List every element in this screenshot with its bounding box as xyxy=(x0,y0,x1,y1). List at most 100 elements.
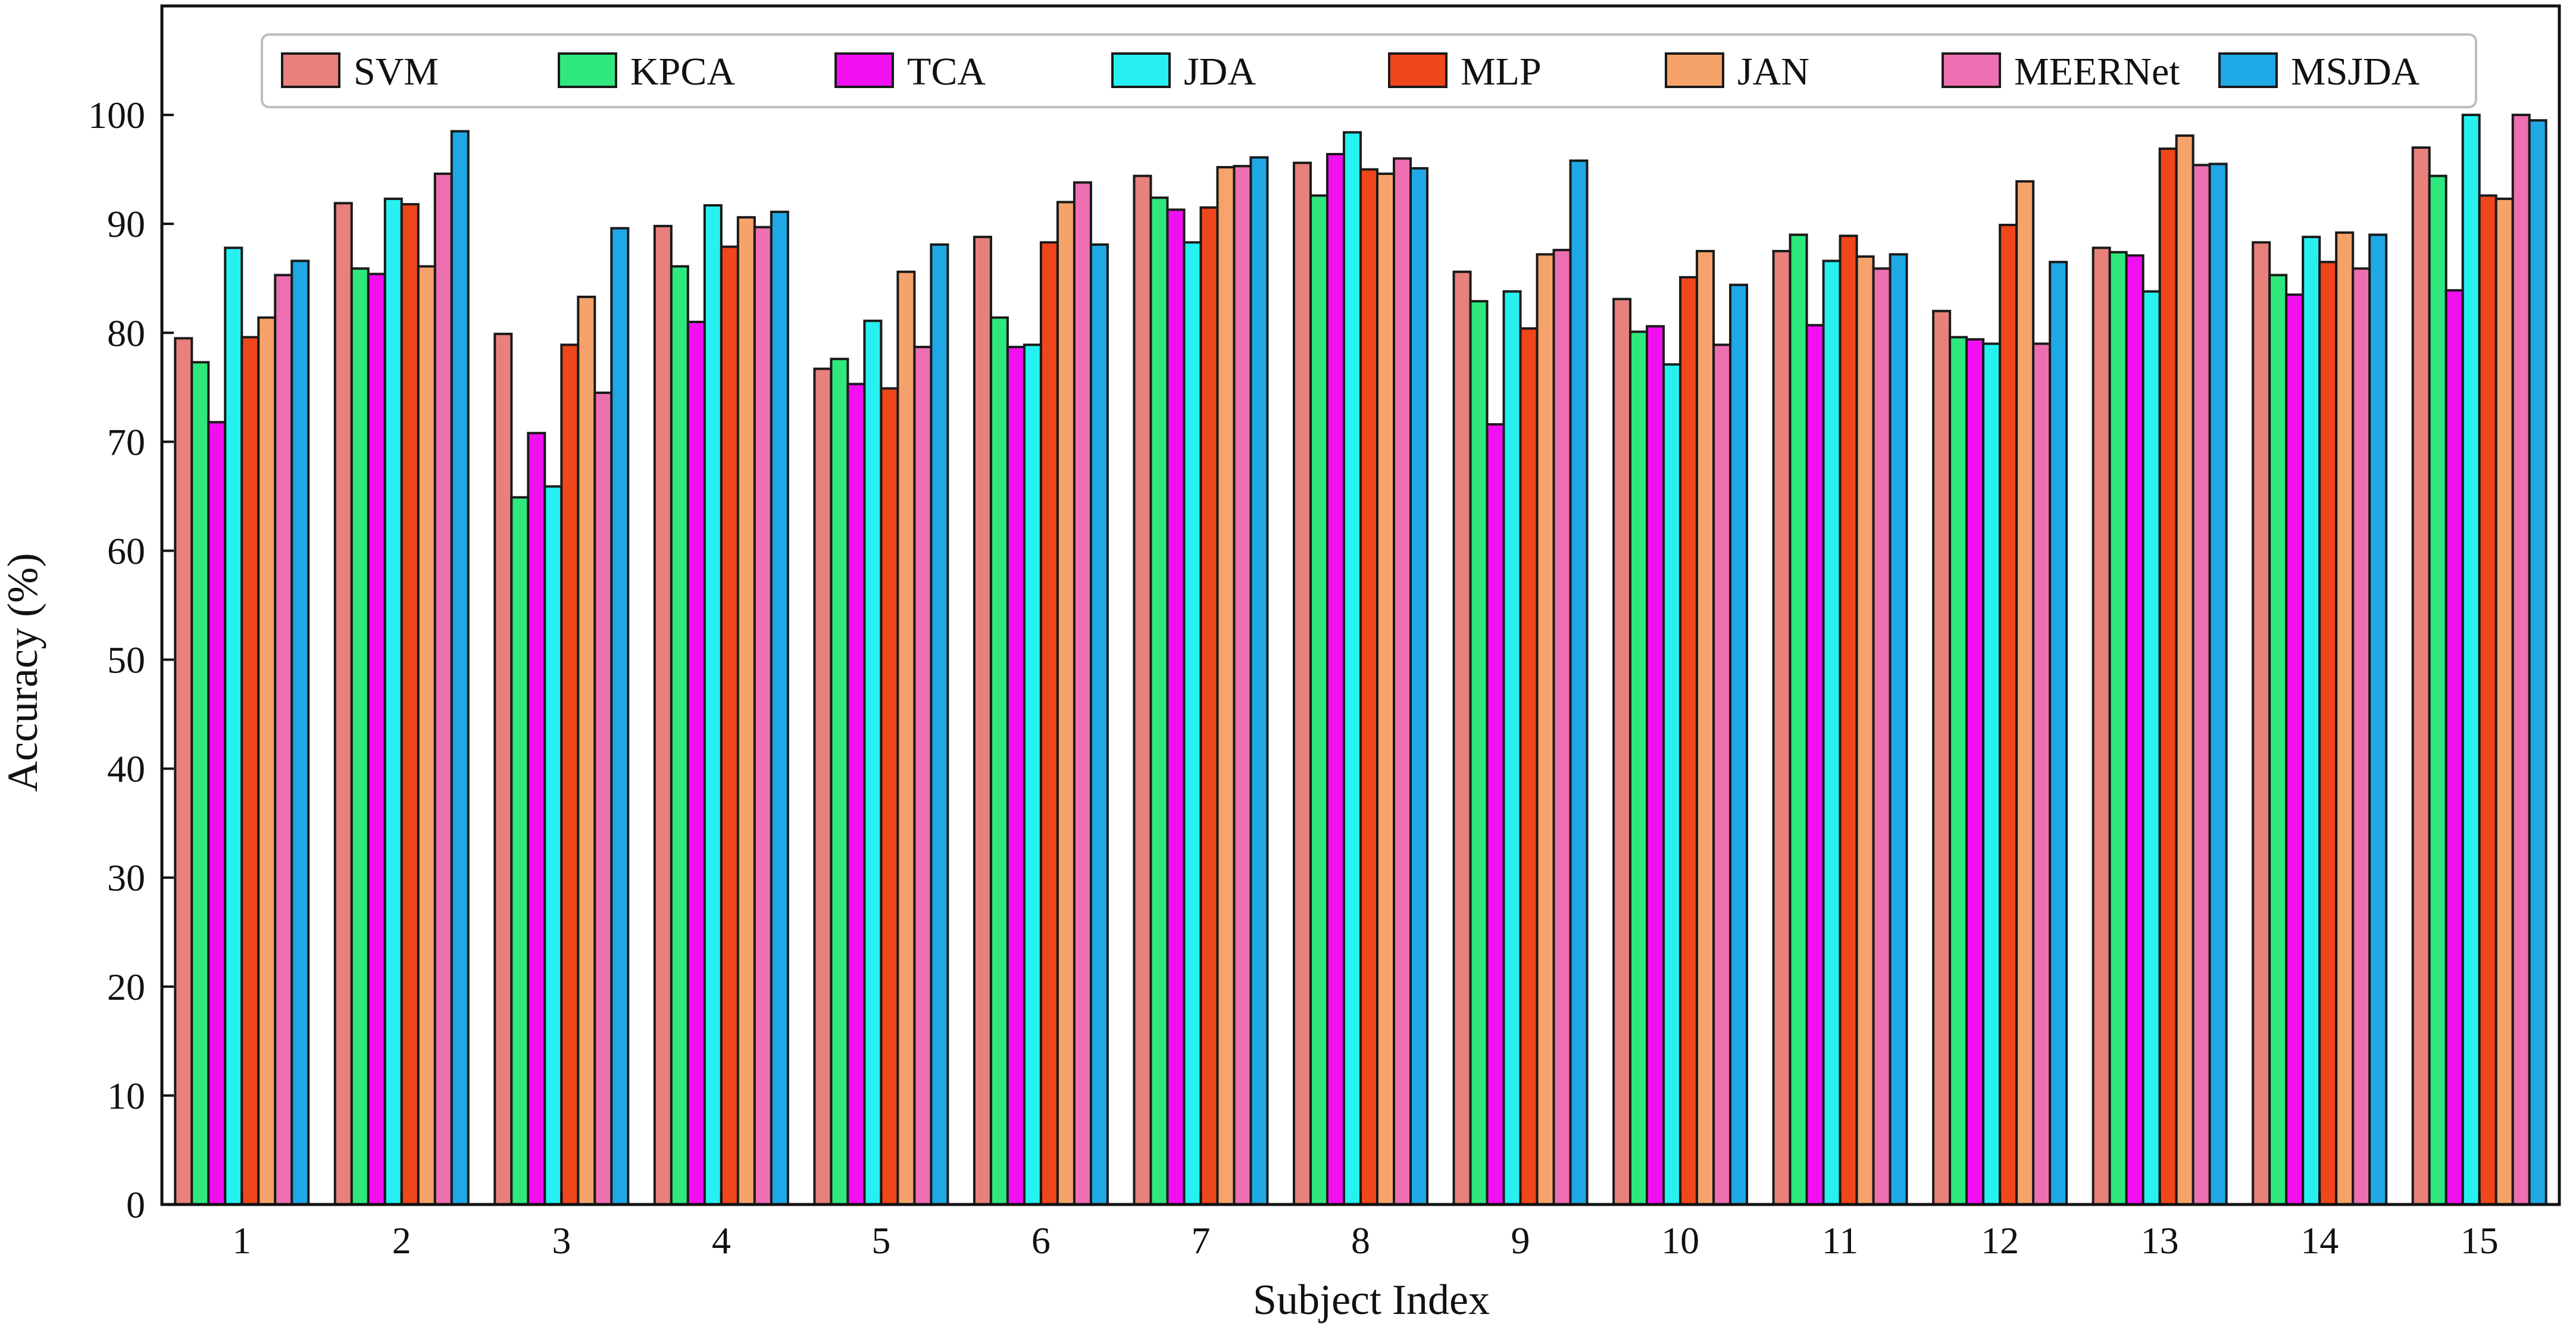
x-tick-label: 6 xyxy=(1031,1219,1051,1262)
bar-msjda-subject-1 xyxy=(290,259,310,1206)
bar-msjda-subject-9 xyxy=(1569,159,1589,1206)
bar-svm-subject-9 xyxy=(1452,270,1472,1206)
bar-msjda-subject-5 xyxy=(930,243,949,1206)
bar-jan-subject-4 xyxy=(736,216,756,1206)
bar-msjda-subject-12 xyxy=(2049,261,2068,1206)
bar-jda-subject-1 xyxy=(224,246,243,1206)
bar-jan-subject-14 xyxy=(2335,231,2355,1206)
bar-mlp-subject-15 xyxy=(2478,194,2497,1206)
legend-label-tca: TCA xyxy=(907,50,986,93)
bar-jda-subject-6 xyxy=(1023,343,1042,1206)
bar-jan-subject-11 xyxy=(1855,255,1875,1206)
bar-jan-subject-8 xyxy=(1376,172,1395,1206)
bar-svm-subject-7 xyxy=(1133,174,1152,1206)
bar-mlp-subject-6 xyxy=(1039,241,1059,1206)
bar-svm-subject-1 xyxy=(174,337,193,1206)
x-tick-label: 2 xyxy=(392,1219,411,1262)
bar-kpca-subject-9 xyxy=(1469,300,1489,1206)
bar-kpca-subject-13 xyxy=(2108,251,2128,1206)
bar-tca-subject-7 xyxy=(1166,208,1186,1206)
bar-mlp-subject-8 xyxy=(1359,168,1378,1206)
bar-meernet-subject-4 xyxy=(753,226,773,1206)
legend-swatch-kpca xyxy=(558,52,617,88)
legend-swatch-tca xyxy=(834,52,894,88)
bar-msjda-subject-13 xyxy=(2208,162,2228,1206)
bar-kpca-subject-3 xyxy=(510,496,530,1206)
legend-swatch-mlp xyxy=(1388,52,1448,88)
bar-kpca-subject-10 xyxy=(1629,330,1649,1206)
bar-jda-subject-9 xyxy=(1502,290,1522,1206)
bar-kpca-subject-2 xyxy=(350,267,370,1206)
legend-label-kpca: KPCA xyxy=(630,50,735,93)
bar-msjda-subject-14 xyxy=(2368,233,2388,1206)
bar-jan-subject-10 xyxy=(1696,249,1715,1206)
bar-meernet-subject-1 xyxy=(274,274,293,1206)
bar-tca-subject-8 xyxy=(1326,153,1345,1206)
bar-msjda-subject-10 xyxy=(1729,283,1749,1206)
bar-meernet-subject-5 xyxy=(913,346,933,1206)
bar-svm-subject-15 xyxy=(2411,146,2431,1206)
bar-mlp-subject-10 xyxy=(1679,276,1699,1206)
bar-kpca-subject-5 xyxy=(830,358,849,1206)
bar-msjda-subject-11 xyxy=(1889,253,1908,1206)
bar-svm-subject-3 xyxy=(493,333,513,1206)
bar-jda-subject-4 xyxy=(703,204,723,1206)
y-tick-label: 0 xyxy=(126,1184,145,1226)
legend-label-jan: JAN xyxy=(1737,50,1809,93)
bar-tca-subject-5 xyxy=(846,383,866,1206)
bar-msjda-subject-15 xyxy=(2528,119,2547,1206)
bar-svm-subject-11 xyxy=(1772,249,1792,1206)
x-tick-label: 1 xyxy=(232,1219,251,1262)
bar-mlp-subject-14 xyxy=(2318,261,2338,1206)
bar-jan-subject-9 xyxy=(1536,253,1555,1206)
bar-mlp-subject-13 xyxy=(2158,147,2178,1206)
bar-jan-subject-12 xyxy=(2015,180,2035,1206)
x-axis-title: Subject Index xyxy=(1253,1276,1490,1324)
plot-frame xyxy=(160,4,2561,1206)
y-tick-label: 90 xyxy=(107,203,145,245)
bar-kpca-subject-15 xyxy=(2428,174,2447,1206)
bar-svm-subject-5 xyxy=(813,367,833,1206)
bar-meernet-subject-15 xyxy=(2511,114,2531,1206)
y-tick-label: 10 xyxy=(107,1075,145,1117)
bar-jda-subject-8 xyxy=(1343,131,1362,1206)
bar-jan-subject-6 xyxy=(1056,201,1076,1206)
bar-jan-subject-7 xyxy=(1216,165,1236,1206)
x-tick-label: 9 xyxy=(1511,1219,1530,1262)
y-tick-label: 40 xyxy=(107,748,145,790)
bar-meernet-subject-7 xyxy=(1233,165,1252,1206)
bar-jan-subject-15 xyxy=(2494,198,2514,1206)
x-tick-label: 8 xyxy=(1351,1219,1370,1262)
bar-meernet-subject-12 xyxy=(2032,342,2052,1206)
x-tick-label: 14 xyxy=(2300,1219,2339,1262)
bar-svm-subject-14 xyxy=(2252,241,2271,1206)
bar-meernet-subject-13 xyxy=(2192,164,2211,1206)
bar-msjda-subject-2 xyxy=(450,130,470,1206)
bar-tca-subject-2 xyxy=(367,273,386,1206)
x-tick-label: 13 xyxy=(2141,1219,2179,1262)
x-tick-label: 4 xyxy=(712,1219,731,1262)
bar-tca-subject-9 xyxy=(1486,423,1505,1206)
bar-jda-subject-11 xyxy=(1822,259,1842,1206)
x-tick-label: 15 xyxy=(2461,1219,2499,1262)
bar-tca-subject-11 xyxy=(1805,324,1825,1206)
legend-label-meernet: MEERNet xyxy=(2014,50,2180,93)
bar-kpca-subject-7 xyxy=(1149,196,1169,1206)
bar-kpca-subject-1 xyxy=(190,361,210,1206)
bars-layer xyxy=(174,114,2547,1206)
legend-label-msjda: MSJDA xyxy=(2291,50,2420,93)
bar-jan-subject-2 xyxy=(417,265,436,1206)
bar-jan-subject-5 xyxy=(896,270,916,1206)
bar-jda-subject-12 xyxy=(1982,342,2002,1206)
y-tick-label: 100 xyxy=(88,94,145,136)
legend-swatch-meernet xyxy=(1942,52,2001,88)
y-tick-label: 70 xyxy=(107,421,145,463)
bar-msjda-subject-3 xyxy=(610,227,630,1206)
legend-label-jda: JDA xyxy=(1184,50,1256,93)
x-tick-label: 10 xyxy=(1661,1219,1699,1262)
bar-meernet-subject-2 xyxy=(433,172,453,1206)
bar-svm-subject-12 xyxy=(1932,309,1952,1206)
bar-mlp-subject-12 xyxy=(1999,224,2018,1206)
x-tick-label: 11 xyxy=(1822,1219,1859,1262)
